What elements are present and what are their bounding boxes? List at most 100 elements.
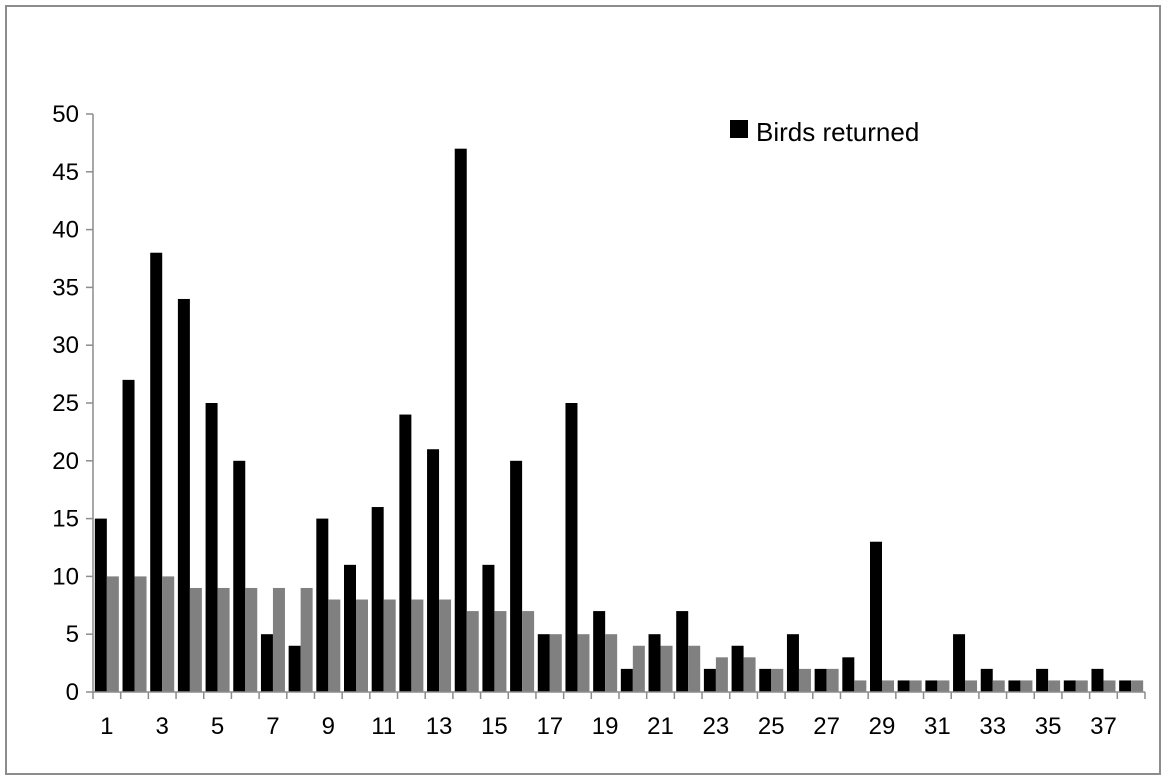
x-tick-label: 29 — [869, 713, 896, 740]
x-tick-label: 13 — [426, 713, 453, 740]
bar-birds-returned — [1119, 680, 1132, 692]
bar-series-2 — [1103, 680, 1116, 692]
bar-birds-returned — [953, 634, 966, 692]
bar-birds-returned — [482, 564, 495, 692]
bar-birds-returned — [260, 634, 273, 692]
bar-series-2 — [1131, 680, 1144, 692]
x-tick-label: 25 — [758, 713, 785, 740]
bar-birds-returned — [870, 541, 882, 692]
legend-label: Birds returned — [756, 117, 919, 147]
bar-series-2 — [494, 611, 507, 692]
x-tick-label: 27 — [813, 713, 840, 740]
x-tick-label: 33 — [979, 713, 1006, 740]
bar-birds-returned — [703, 668, 716, 692]
y-tick-label: 25 — [52, 390, 79, 417]
bar-series-2 — [439, 599, 452, 692]
bar-birds-returned — [427, 449, 440, 692]
bar-series-2 — [217, 587, 230, 692]
bar-series-2 — [1075, 680, 1088, 692]
bar-series-2 — [522, 611, 535, 692]
y-tick-label: 50 — [52, 101, 79, 128]
bar-series-2 — [383, 599, 396, 692]
bar-birds-returned — [814, 668, 827, 692]
bar-series-2 — [411, 599, 424, 692]
bar-birds-returned — [150, 252, 163, 692]
bar-series-2 — [660, 645, 673, 692]
bar-birds-returned — [759, 668, 772, 692]
bar-series-2 — [577, 634, 590, 692]
bar-series-2 — [882, 680, 894, 692]
y-tick-label: 0 — [66, 679, 79, 706]
bar-series-2 — [466, 611, 479, 692]
bar-series-2 — [688, 645, 701, 692]
x-tick-label: 31 — [924, 713, 951, 740]
bar-series-2 — [162, 576, 175, 692]
bar-birds-returned — [233, 460, 246, 692]
bar-series-2 — [937, 680, 950, 692]
bar-series-2 — [245, 587, 258, 692]
bar-birds-returned — [593, 611, 606, 692]
x-tick-label: 35 — [1035, 713, 1062, 740]
bar-series-2 — [992, 680, 1005, 692]
x-tick-label: 21 — [647, 713, 674, 740]
bar-series-2 — [771, 668, 784, 692]
bar-birds-returned — [344, 564, 356, 692]
bar-birds-returned — [122, 379, 135, 692]
y-tick-label: 5 — [66, 621, 79, 648]
bar-birds-returned — [676, 611, 689, 692]
bar-series-2 — [605, 634, 618, 692]
bar-series-2 — [826, 668, 839, 692]
legend-swatch — [730, 120, 748, 138]
bar-series-2 — [1048, 680, 1061, 692]
bar-series-2 — [272, 587, 285, 692]
y-tick-label: 30 — [52, 332, 79, 359]
bar-birds-returned — [786, 634, 799, 692]
bar-birds-returned — [316, 518, 329, 692]
y-tick-label: 45 — [52, 159, 79, 186]
bar-birds-returned — [510, 460, 523, 692]
bar-series-2 — [189, 587, 202, 692]
y-tick-label: 10 — [52, 563, 79, 590]
bar-series-2 — [632, 645, 645, 692]
bar-series-2 — [549, 634, 562, 692]
x-tick-label: 9 — [322, 713, 335, 740]
bar-birds-returned — [94, 518, 107, 692]
bar-birds-returned — [1036, 668, 1049, 692]
y-tick-label: 40 — [52, 217, 79, 244]
bar-birds-returned — [537, 634, 550, 692]
bar-birds-returned — [1063, 680, 1076, 692]
bar-birds-returned — [731, 645, 744, 692]
bar-birds-returned — [288, 645, 301, 692]
x-tick-label: 1 — [100, 713, 113, 740]
x-tick-label: 5 — [211, 713, 224, 740]
bar-birds-returned — [205, 403, 218, 692]
x-tick-label: 7 — [266, 713, 279, 740]
bar-series-2 — [1020, 680, 1033, 692]
x-tick-label: 23 — [703, 713, 730, 740]
x-tick-label: 15 — [481, 713, 508, 740]
bar-birds-returned — [565, 403, 578, 692]
legend: Birds returned — [730, 117, 919, 147]
bar-birds-returned — [925, 680, 938, 692]
bar-series-2 — [134, 576, 147, 692]
chart-frame: 0 5 10 15 20 25 30 35 40 45 50 1 3 5 7 9 11 13 15 17 19 21 23 2… — [5, 5, 1161, 775]
bar-birds-returned — [454, 148, 467, 692]
bar-birds-returned — [371, 507, 384, 692]
bar-series-2 — [965, 680, 978, 692]
bar-series-2 — [743, 657, 756, 692]
bars-layer — [94, 148, 1144, 692]
bar-birds-returned — [1091, 668, 1104, 692]
y-tick-label: 20 — [52, 448, 79, 475]
x-tick-label: 17 — [536, 713, 563, 740]
y-tick-label: 15 — [52, 506, 79, 533]
bar-series-2 — [328, 599, 341, 692]
x-tick-label: 11 — [371, 713, 396, 740]
bar-birds-returned — [1008, 680, 1021, 692]
bar-birds-returned — [842, 657, 855, 692]
bar-birds-returned — [399, 414, 412, 692]
x-tick-label: 3 — [156, 713, 169, 740]
bar-series-2 — [300, 587, 313, 692]
bar-series-2 — [854, 680, 867, 692]
